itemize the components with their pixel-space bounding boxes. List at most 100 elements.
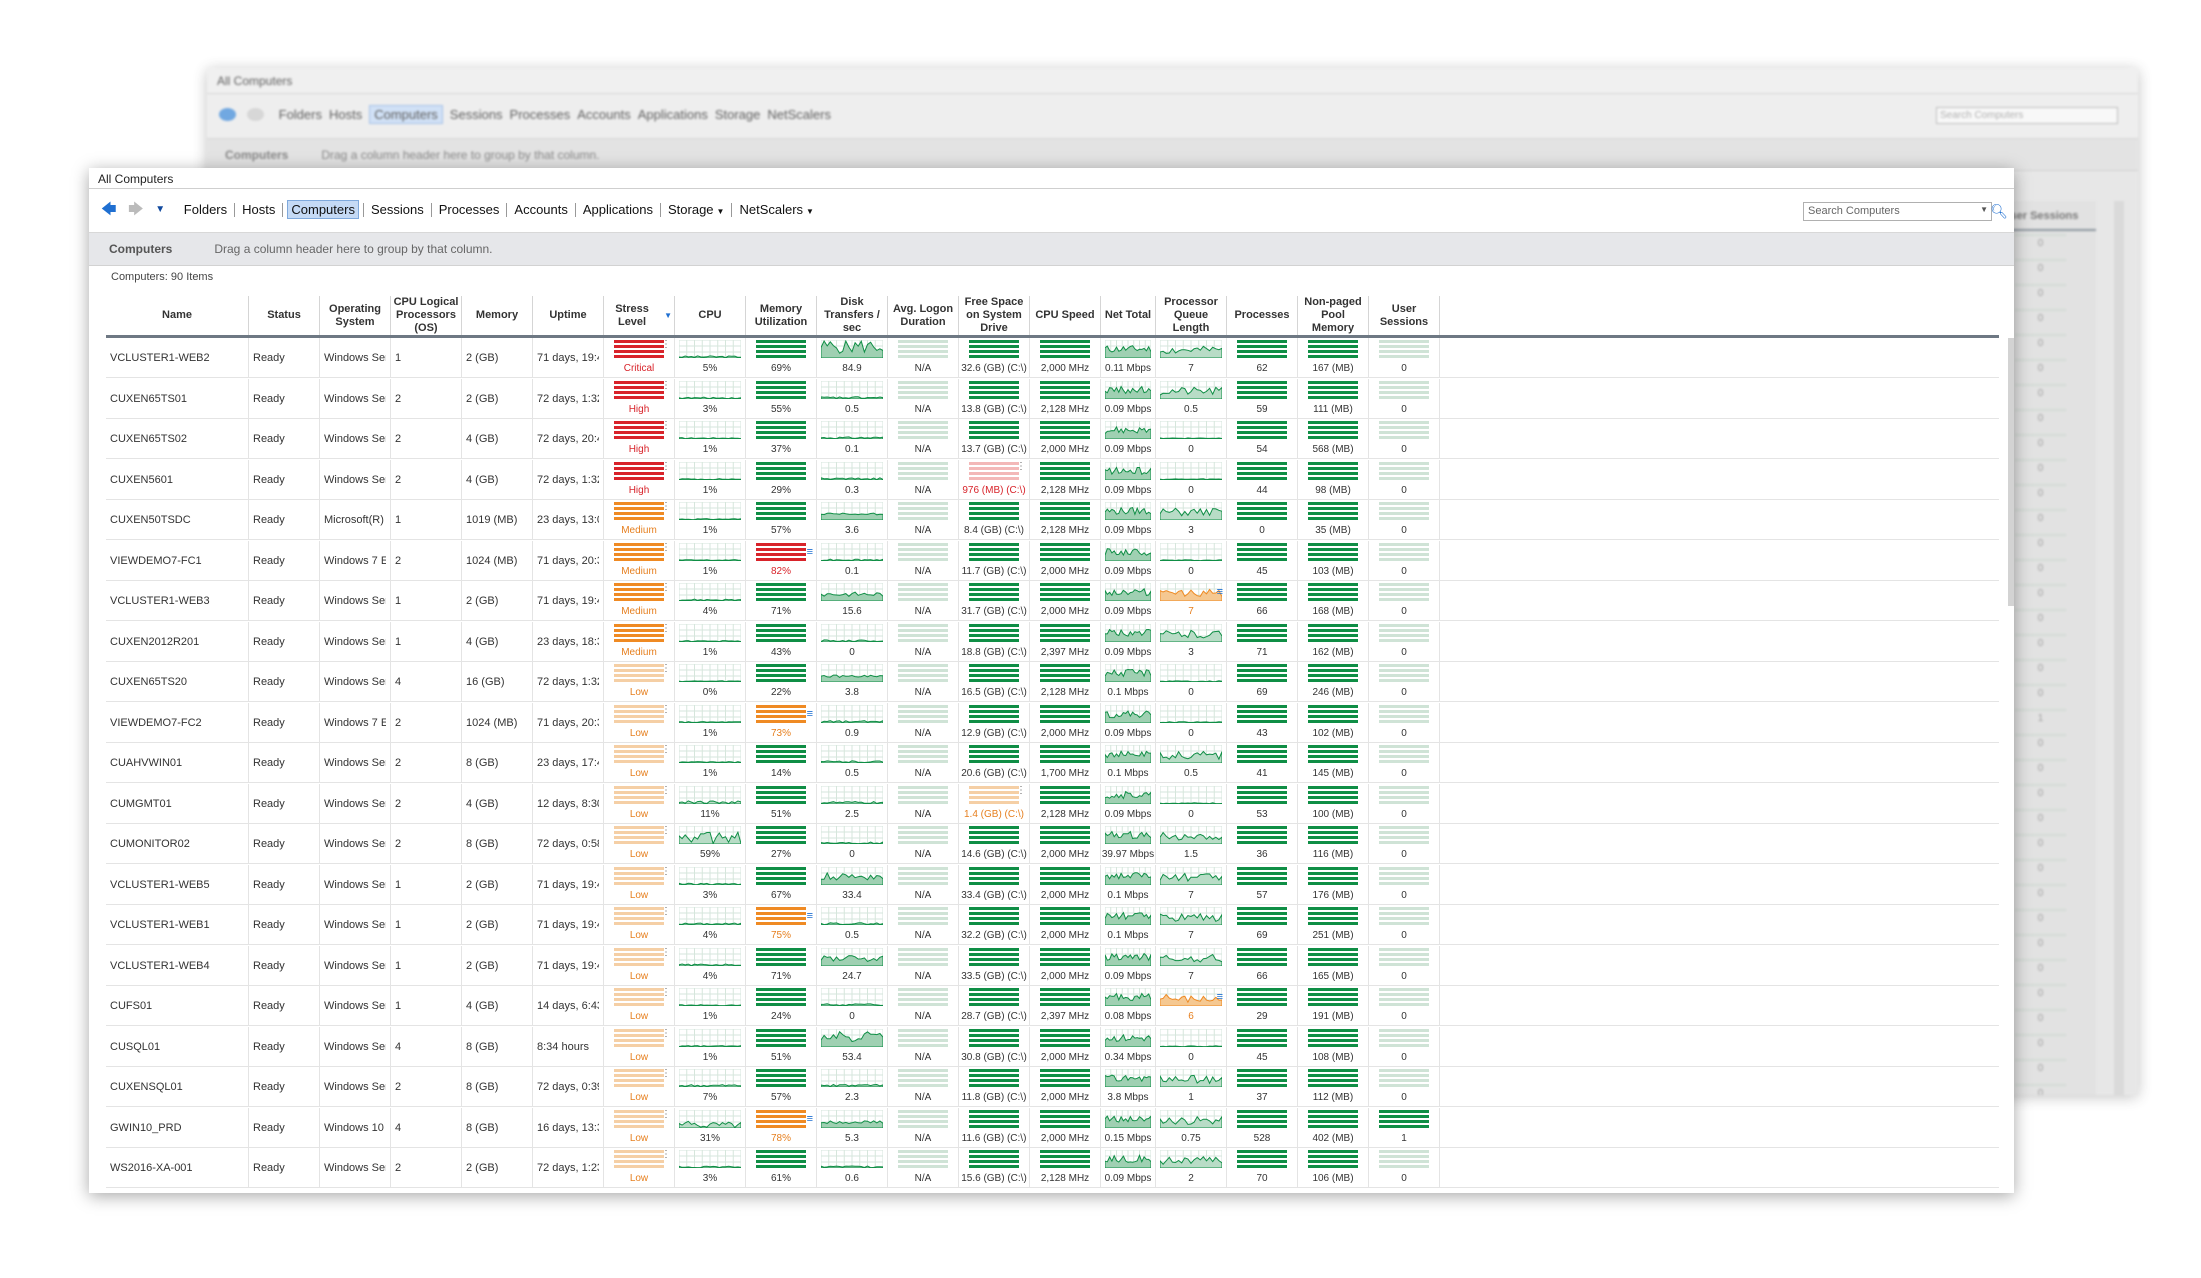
table-row[interactable]: CUXEN65TS20 Ready Windows Serve... 4 16 (GB)… bbox=[106, 662, 1999, 702]
cell-sessions: 0 bbox=[1369, 581, 1440, 621]
list-icon[interactable]: ≡ bbox=[1216, 586, 1223, 598]
column-header-os[interactable]: Operating System bbox=[320, 296, 391, 335]
list-icon[interactable]: ≡ bbox=[806, 545, 813, 558]
search-icon[interactable]: 🔍︎ bbox=[1990, 203, 2008, 219]
more-options-icon[interactable]: ⋮ bbox=[661, 541, 671, 553]
cell-value: 108 (MB) bbox=[1312, 1051, 1354, 1063]
nav-item-netscalers[interactable]: NetScalers ▼ bbox=[736, 201, 817, 218]
column-header-cpu-lp[interactable]: CPU Logical Processors (OS) bbox=[391, 296, 462, 335]
table-row[interactable]: VCLUSTER1-WEB4 Ready Windows Serve... 1 2 (G… bbox=[106, 945, 1999, 986]
table-row[interactable]: WS2016-XA-001 Ready Windows Serve... 2 2 (GB… bbox=[106, 1148, 1999, 1188]
more-options-icon[interactable]: ⋮ bbox=[661, 784, 671, 796]
memory-utilization-bars bbox=[756, 1150, 806, 1170]
table-row[interactable]: VCLUSTER1-WEB5 Ready Windows Serve... 1 2 (G… bbox=[106, 864, 1999, 905]
column-header-net[interactable]: Net Total bbox=[1101, 296, 1156, 335]
cell-os: Windows Serve... bbox=[320, 581, 391, 621]
forward-arrow-icon[interactable]: 🡆 bbox=[128, 201, 144, 218]
more-options-icon[interactable]: ⋮ bbox=[661, 987, 671, 998]
more-options-icon[interactable]: ⋮ bbox=[661, 906, 671, 917]
table-row[interactable]: CUSQL01 Ready Windows Serve... 4 8 (GB) 8:34 … bbox=[106, 1026, 1999, 1067]
cell-value: 0 bbox=[1188, 808, 1194, 820]
column-header-cpu[interactable]: CPU bbox=[675, 296, 746, 335]
cell-value: 116 (MB) bbox=[1312, 849, 1354, 860]
more-options-icon[interactable]: ⋮ bbox=[661, 460, 671, 472]
column-header-disk[interactable]: Disk Transfers / sec bbox=[817, 296, 888, 335]
nav-item-computers[interactable]: Computers bbox=[287, 200, 359, 219]
table-row[interactable]: GWIN10_PRD Ready Windows 10 Pro 4 8 (GB) 16 d… bbox=[106, 1107, 1999, 1148]
list-icon[interactable]: ≡ bbox=[806, 1112, 813, 1125]
more-options-icon[interactable]: ⋮ bbox=[661, 663, 671, 674]
search-dropdown-icon[interactable]: ▼ bbox=[1980, 205, 1988, 214]
column-header-mem-util[interactable]: Memory Utilization bbox=[746, 296, 817, 335]
nav-item-hosts[interactable]: Hosts bbox=[239, 201, 278, 218]
column-header-sessions[interactable]: User Sessions bbox=[1369, 296, 1440, 335]
more-options-icon[interactable]: ⋮ bbox=[661, 1027, 671, 1039]
more-options-icon[interactable]: ⋮ bbox=[661, 825, 671, 836]
column-header-uptime[interactable]: Uptime bbox=[533, 296, 604, 335]
background-user-sessions-value: 0 bbox=[1985, 331, 2096, 356]
cell-text: 72 days, 0:58 h... bbox=[537, 838, 599, 850]
table-row[interactable]: CUFS01 Ready Windows Serve... 1 4 (GB) 14 day… bbox=[106, 986, 1999, 1026]
nav-item-applications[interactable]: Applications bbox=[580, 201, 656, 218]
table-row[interactable]: CUXEN65TS02 Ready Windows Serve... 2 4 (GB) 7… bbox=[106, 419, 1999, 459]
table-row[interactable]: CUXEN50TSDC Ready Microsoft(R) W... 1 1019 (… bbox=[106, 500, 1999, 540]
table-row[interactable]: VIEWDEMO7-FC1 Ready Windows 7 Ent... 2 1024 … bbox=[106, 540, 1999, 581]
table-row[interactable]: VCLUSTER1-WEB2 Ready Windows Serve... 1 2 (G… bbox=[106, 338, 1999, 378]
column-header-npp[interactable]: Non-paged Pool Memory bbox=[1298, 296, 1369, 335]
more-options-icon[interactable]: ⋮ bbox=[661, 946, 671, 958]
nav-item-accounts[interactable]: Accounts bbox=[511, 201, 570, 218]
column-header-free[interactable]: Free Space on System Drive bbox=[959, 296, 1030, 335]
table-row[interactable]: VCLUSTER1-WEB3 Ready Windows Serve... 1 2 (G… bbox=[106, 581, 1999, 621]
more-options-icon[interactable]: ⋮ bbox=[1016, 460, 1026, 472]
more-options-icon[interactable]: ⋮ bbox=[661, 420, 671, 431]
more-options-icon[interactable]: ⋮ bbox=[661, 339, 671, 350]
list-icon[interactable]: ≡ bbox=[806, 707, 813, 720]
nav-item-sessions[interactable]: Sessions bbox=[368, 201, 427, 218]
more-options-icon[interactable]: ⋮ bbox=[661, 703, 671, 715]
search-input[interactable]: Search Computers ▼ bbox=[1803, 202, 1992, 221]
list-icon[interactable]: ≡ bbox=[1216, 991, 1223, 1003]
more-options-icon[interactable]: ⋮ bbox=[661, 379, 671, 391]
more-options-icon[interactable]: ⋮ bbox=[661, 865, 671, 877]
more-options-icon[interactable]: ⋮ bbox=[661, 1149, 671, 1160]
column-header-status[interactable]: Status bbox=[249, 296, 320, 335]
nav-item-storage[interactable]: Storage ▼ bbox=[665, 201, 727, 218]
column-header-name[interactable]: Name bbox=[106, 296, 249, 335]
table-row[interactable]: VIEWDEMO7-FC2 Ready Windows 7 Ent... 2 1024 … bbox=[106, 702, 1999, 743]
more-options-icon[interactable]: ⋮ bbox=[1016, 784, 1026, 796]
table-row[interactable]: CUMGMT01 Ready Windows Serve... 2 4 (GB) 12 d… bbox=[106, 783, 1999, 824]
cell-value: Low bbox=[629, 808, 649, 820]
vertical-scrollbar[interactable] bbox=[2008, 338, 2014, 606]
table-row[interactable]: VCLUSTER1-WEB1 Ready Windows Serve... 1 2 (G… bbox=[106, 905, 1999, 945]
table-row[interactable]: CUXEN65TS01 Ready Windows Serve... 2 2 (GB) 7… bbox=[106, 378, 1999, 419]
table-row[interactable]: CUAHVWIN01 Ready Windows Serve... 2 8 (GB) 23… bbox=[106, 743, 1999, 783]
group-by-bar[interactable]: Computers Drag a column header here to gr… bbox=[89, 233, 2014, 266]
more-options-icon[interactable]: ⋮ bbox=[661, 1108, 671, 1120]
more-options-icon[interactable]: ⋮ bbox=[661, 501, 671, 512]
nav-item-folders[interactable]: Folders bbox=[181, 201, 230, 218]
avg-logon-bars bbox=[898, 1028, 948, 1049]
cell-processes: 37 bbox=[1227, 1067, 1298, 1107]
table-row[interactable]: CUXEN5601 Ready Windows Serve... 2 4 (GB) 72 … bbox=[106, 459, 1999, 500]
column-header-cpu-speed[interactable]: CPU Speed bbox=[1030, 296, 1101, 335]
column-header-pql[interactable]: Processor Queue Length bbox=[1156, 296, 1227, 335]
cell-value: 4% bbox=[702, 930, 718, 941]
more-options-icon[interactable]: ⋮ bbox=[661, 1068, 671, 1079]
table-row[interactable]: CUMONITOR02 Ready Windows Serve... 2 8 (GB) 7… bbox=[106, 824, 1999, 864]
table-row[interactable]: CUXEN2012R201 Ready Windows Serve... 1 4 (GB… bbox=[106, 621, 1999, 662]
more-options-icon[interactable]: ⋮ bbox=[661, 622, 671, 634]
cpu-speed-bars bbox=[1040, 664, 1090, 684]
more-options-icon[interactable]: ⋮ bbox=[661, 744, 671, 755]
column-header-stress[interactable]: Stress Level ▼ bbox=[604, 296, 675, 335]
column-header-memory[interactable]: Memory bbox=[462, 296, 533, 335]
column-header-processes[interactable]: Processes bbox=[1227, 296, 1298, 335]
table-row[interactable]: CUXENSQL01 Ready Windows Serve... 2 8 (GB) 72… bbox=[106, 1067, 1999, 1107]
column-header-logon[interactable]: Avg. Logon Duration bbox=[888, 296, 959, 335]
history-dropdown-icon[interactable]: ▼ bbox=[155, 204, 166, 215]
more-options-icon[interactable]: ⋮ bbox=[661, 582, 671, 593]
cell-value: 165 (MB) bbox=[1312, 970, 1354, 982]
processes-bars bbox=[1237, 421, 1287, 441]
back-arrow-icon[interactable]: 🡄 bbox=[101, 201, 117, 218]
nav-item-processes[interactable]: Processes bbox=[436, 201, 503, 218]
list-icon[interactable]: ≡ bbox=[806, 910, 813, 922]
